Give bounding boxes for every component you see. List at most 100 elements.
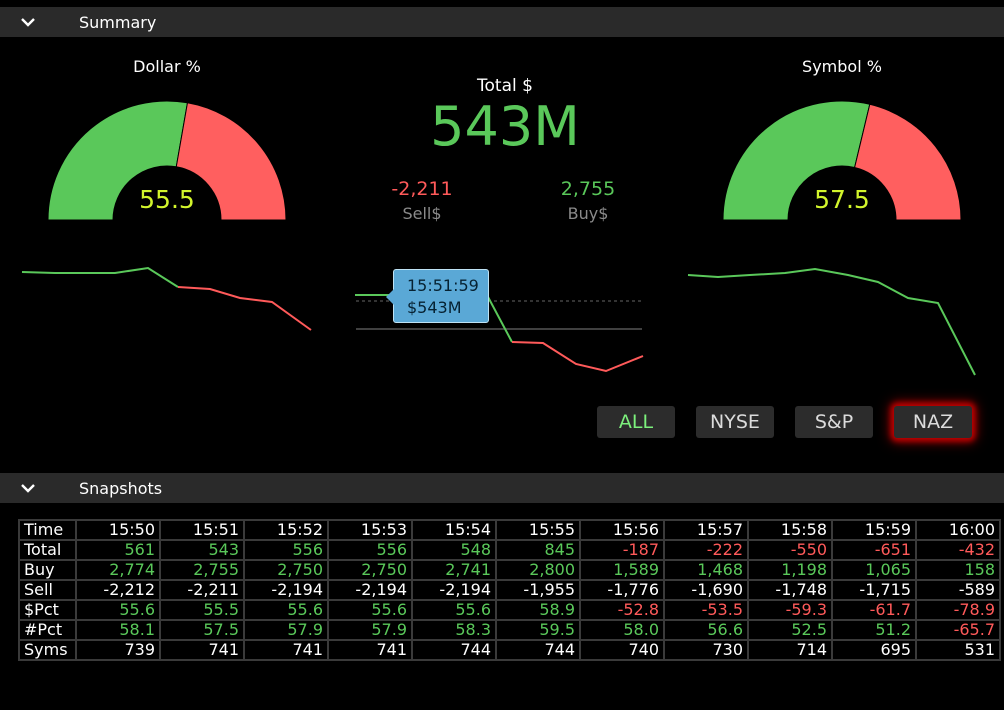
- time-header-cell: 15:56: [579, 519, 665, 541]
- sell-label: Sell$: [402, 204, 442, 223]
- table-cell: -2,194: [243, 579, 329, 601]
- total-label: Total $: [477, 76, 533, 96]
- table-cell: 2,755: [159, 559, 245, 581]
- table-cell: 55.6: [75, 599, 161, 621]
- table-cell: 556: [243, 539, 329, 561]
- total-value: 543M: [430, 95, 580, 158]
- table-cell: 548: [411, 539, 497, 561]
- table-cell: -53.5: [663, 599, 749, 621]
- table-cell: 741: [327, 639, 413, 661]
- snapshots-section-header[interactable]: Snapshots: [0, 473, 1004, 503]
- table-cell: 556: [327, 539, 413, 561]
- table-cell: 1,589: [579, 559, 665, 581]
- filter-all-button[interactable]: ALL: [597, 406, 675, 438]
- table-row: Buy 2,774 2,755 2,750 2,750 2,741 2,800 1,589 1,…: [18, 559, 1001, 581]
- row-label: $Pct: [18, 599, 77, 621]
- symbol-gauge-label: Symbol %: [802, 57, 882, 76]
- table-cell: -52.8: [579, 599, 665, 621]
- dollar-gauge-red-arc: [175, 102, 287, 221]
- table-cell: 2,750: [327, 559, 413, 581]
- table-cell: -589: [915, 579, 1001, 601]
- table-cell: 55.6: [411, 599, 497, 621]
- table-row: #Pct 58.1 57.5 57.9 57.9 58.3 59.5 58.0 56.6 52.5…: [18, 619, 1001, 641]
- symbol-gauge-value: 57.5: [814, 185, 870, 214]
- table-cell: -2,194: [327, 579, 413, 601]
- table-cell: 55.5: [159, 599, 245, 621]
- chart-tooltip: 15:51:59 $543M: [386, 269, 489, 323]
- total-sparkline-red: [511, 341, 644, 373]
- table-cell: 740: [579, 639, 665, 661]
- buy-value: 2,755: [560, 178, 616, 200]
- tooltip-value: $543M: [407, 298, 462, 317]
- table-cell: -432: [915, 539, 1001, 561]
- table-cell: 1,468: [663, 559, 749, 581]
- table-cell: -2,212: [75, 579, 161, 601]
- symbol-gauge-red-arc: [854, 103, 962, 221]
- filter-nyse-button[interactable]: NYSE: [696, 406, 774, 438]
- table-cell: -1,776: [579, 579, 665, 601]
- table-cell: 714: [747, 639, 833, 661]
- summary-title: Summary: [79, 12, 157, 32]
- chevron-down-icon[interactable]: [0, 7, 56, 37]
- table-cell: 52.5: [747, 619, 833, 641]
- symbol-gauge: [722, 100, 962, 221]
- table-cell: -61.7: [831, 599, 917, 621]
- table-cell: -1,748: [747, 579, 833, 601]
- table-cell: 56.6: [663, 619, 749, 641]
- time-header-cell: 15:57: [663, 519, 749, 541]
- time-header-cell: 15:50: [75, 519, 161, 541]
- table-cell: 158: [915, 559, 1001, 581]
- chevron-down-icon[interactable]: [0, 473, 56, 503]
- table-cell: -78.9: [915, 599, 1001, 621]
- table-cell: 58.3: [411, 619, 497, 641]
- row-label: Sell: [18, 579, 77, 601]
- table-cell: 739: [75, 639, 161, 661]
- table-cell: 730: [663, 639, 749, 661]
- dollar-sparkline-red: [177, 286, 312, 331]
- table-row: $Pct 55.6 55.5 55.6 55.6 55.6 58.9 -52.8 -53.5 -5…: [18, 599, 1001, 621]
- filter-naz-button[interactable]: NAZ: [894, 406, 972, 438]
- table-cell: 57.9: [243, 619, 329, 641]
- table-cell: 55.6: [327, 599, 413, 621]
- table-row: Sell -2,212 -2,211 -2,194 -2,194 -2,194 -1,955…: [18, 579, 1001, 601]
- table-header-row: Time 15:50 15:51 15:52 15:53 15:54 15:55 15:56 1…: [18, 519, 1001, 541]
- table-cell: -1,955: [495, 579, 581, 601]
- table-cell: 531: [915, 639, 1001, 661]
- top-strip: [0, 0, 1004, 7]
- time-header-cell: 15:54: [411, 519, 497, 541]
- table-cell: -59.3: [747, 599, 833, 621]
- symbol-gauge-green-arc: [722, 100, 871, 221]
- table-cell: 741: [159, 639, 245, 661]
- time-header-cell: 15:58: [747, 519, 833, 541]
- filter-sp-button[interactable]: S&P: [795, 406, 873, 438]
- dollar-sparkline-green: [21, 266, 179, 288]
- tooltip-arrow: [386, 289, 394, 305]
- sell-value: -2,211: [391, 178, 453, 200]
- table-cell: -222: [663, 539, 749, 561]
- table-cell: 2,800: [495, 559, 581, 581]
- summary-section-header[interactable]: Summary: [0, 7, 1004, 37]
- table-cell: 543: [159, 539, 245, 561]
- time-header-cell: 15:53: [327, 519, 413, 541]
- table-cell: -651: [831, 539, 917, 561]
- table-cell: 2,750: [243, 559, 329, 581]
- table-cell: -2,194: [411, 579, 497, 601]
- table-cell: 2,741: [411, 559, 497, 581]
- dollar-gauge-value: 55.5: [139, 185, 195, 214]
- table-cell: -187: [579, 539, 665, 561]
- table-cell: 55.6: [243, 599, 329, 621]
- table-row: Syms 739 741 741 741 744 744 740 730 714 695 531: [18, 639, 1001, 661]
- symbol-sparkline: [687, 267, 976, 376]
- table-cell: 58.1: [75, 619, 161, 641]
- table-cell: 695: [831, 639, 917, 661]
- table-cell: 59.5: [495, 619, 581, 641]
- tooltip-time: 15:51:59: [407, 276, 479, 295]
- table-cell: -1,690: [663, 579, 749, 601]
- buy-label: Buy$: [567, 204, 609, 223]
- table-cell: -2,211: [159, 579, 245, 601]
- table-cell: 741: [243, 639, 329, 661]
- dollar-gauge-green-arc: [47, 100, 189, 221]
- time-header-cell: 15:55: [495, 519, 581, 541]
- table-cell: 58.0: [579, 619, 665, 641]
- time-header-cell: 15:51: [159, 519, 245, 541]
